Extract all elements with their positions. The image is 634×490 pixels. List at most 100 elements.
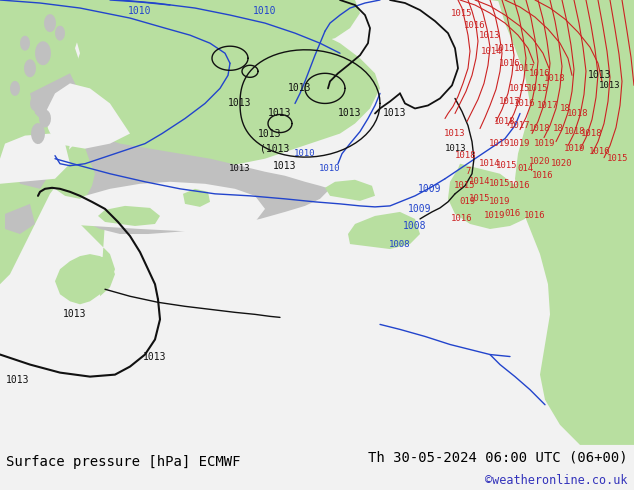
Text: 1018: 1018 (495, 117, 515, 126)
Text: 1010: 1010 (294, 149, 316, 158)
Polygon shape (0, 0, 85, 284)
Text: 1019: 1019 (509, 139, 531, 148)
Polygon shape (162, 0, 340, 75)
Text: 1013: 1013 (599, 81, 621, 90)
Text: 1020: 1020 (529, 157, 551, 166)
Text: 1014: 1014 (479, 159, 501, 168)
Text: 1019: 1019 (564, 144, 586, 153)
Text: 1010: 1010 (128, 6, 152, 16)
Polygon shape (0, 0, 90, 114)
Text: 1015: 1015 (469, 195, 491, 203)
Text: 1013: 1013 (63, 309, 87, 319)
Text: 1013: 1013 (479, 31, 501, 40)
Text: 1015: 1015 (495, 44, 515, 53)
Polygon shape (0, 0, 25, 53)
Text: 1010: 1010 (253, 6, 277, 16)
Text: 1013: 1013 (258, 128, 281, 139)
Text: 1013: 1013 (444, 129, 466, 138)
Polygon shape (183, 189, 210, 207)
Polygon shape (39, 109, 51, 127)
Text: 1018: 1018 (544, 74, 566, 83)
Text: 1013: 1013 (339, 108, 362, 119)
Polygon shape (262, 0, 360, 43)
Text: 1018: 1018 (529, 124, 551, 133)
Text: 1013: 1013 (230, 164, 251, 173)
Text: 1010: 1010 (320, 164, 340, 173)
Polygon shape (24, 59, 36, 77)
Text: 1020: 1020 (551, 159, 573, 168)
Text: 1014: 1014 (469, 177, 491, 186)
Text: 1013: 1013 (143, 351, 167, 362)
Text: 1017: 1017 (509, 121, 531, 130)
Polygon shape (15, 154, 50, 189)
Polygon shape (30, 96, 40, 111)
Polygon shape (448, 164, 530, 229)
Text: 1013: 1013 (268, 108, 292, 119)
Text: 1019: 1019 (489, 197, 511, 206)
Polygon shape (0, 134, 70, 184)
Text: 1018: 1018 (455, 151, 477, 160)
Text: 1015: 1015 (496, 161, 518, 170)
Text: 1018: 1018 (581, 129, 603, 138)
Polygon shape (35, 41, 51, 65)
Text: 1015: 1015 (489, 179, 511, 188)
Polygon shape (44, 14, 56, 32)
Polygon shape (98, 206, 160, 226)
Text: 014: 014 (517, 164, 533, 173)
Text: ©weatheronline.co.uk: ©weatheronline.co.uk (485, 473, 628, 487)
Polygon shape (20, 36, 30, 50)
Polygon shape (348, 212, 420, 249)
Text: 1016: 1016 (509, 181, 531, 190)
Text: 1013: 1013 (228, 98, 252, 108)
Polygon shape (45, 83, 130, 148)
Polygon shape (10, 81, 20, 96)
Polygon shape (5, 204, 35, 234)
Text: 1016: 1016 (499, 59, 521, 68)
Polygon shape (325, 180, 375, 201)
Polygon shape (490, 0, 634, 122)
Text: Surface pressure [hPa] ECMWF: Surface pressure [hPa] ECMWF (6, 455, 241, 469)
Polygon shape (60, 182, 265, 232)
Text: 1008: 1008 (389, 240, 411, 248)
Text: 1018: 1018 (567, 109, 589, 118)
Polygon shape (55, 25, 65, 41)
Text: 1016: 1016 (524, 211, 546, 220)
Polygon shape (31, 123, 45, 144)
Text: 1015: 1015 (607, 154, 629, 163)
Text: 1019: 1019 (534, 139, 556, 148)
Text: 1016: 1016 (514, 99, 536, 108)
Text: 1017: 1017 (537, 101, 559, 110)
Text: 016: 016 (504, 209, 520, 219)
Polygon shape (55, 0, 380, 304)
Text: 1016: 1016 (589, 147, 611, 156)
Polygon shape (0, 63, 20, 98)
Text: 1019: 1019 (489, 139, 511, 148)
Text: 1017: 1017 (499, 97, 521, 106)
Text: 1008: 1008 (403, 221, 427, 231)
Text: 1014: 1014 (481, 47, 503, 56)
Text: 1017: 1017 (514, 64, 536, 73)
Text: (1013: (1013 (261, 144, 290, 154)
Text: 1016: 1016 (464, 21, 486, 29)
Text: 1018: 1018 (564, 127, 586, 136)
Text: 1016: 1016 (533, 172, 553, 180)
Polygon shape (50, 0, 335, 199)
Polygon shape (30, 74, 80, 134)
Text: 1013: 1013 (288, 83, 312, 94)
Text: 1015: 1015 (451, 8, 473, 18)
Text: 1013: 1013 (6, 375, 30, 385)
Text: 1013: 1013 (383, 108, 407, 119)
Text: 1013: 1013 (445, 144, 467, 153)
Text: 1019: 1019 (484, 211, 506, 220)
Text: 1016: 1016 (529, 69, 551, 78)
Text: 1013: 1013 (588, 71, 612, 80)
Text: 019: 019 (459, 197, 475, 206)
Text: 1016: 1016 (451, 215, 473, 223)
Polygon shape (80, 134, 330, 234)
Text: 18: 18 (560, 104, 571, 113)
Text: 1013: 1013 (273, 161, 297, 171)
Text: Th 30-05-2024 06:00 UTC (06+00): Th 30-05-2024 06:00 UTC (06+00) (368, 450, 628, 465)
Text: 1015: 1015 (454, 181, 476, 190)
Text: 1015: 1015 (509, 84, 531, 93)
Polygon shape (490, 0, 634, 445)
